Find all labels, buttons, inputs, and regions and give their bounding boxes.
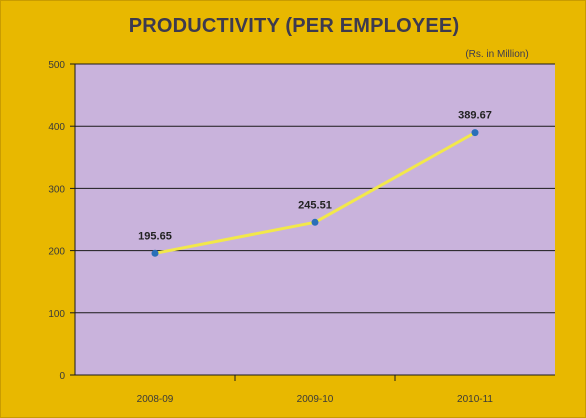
data-label: 245.51 (298, 199, 332, 211)
x-tick-label: 2008-09 (137, 394, 174, 405)
data-point (151, 249, 159, 257)
gridlines (75, 63, 555, 376)
y-tick-label: 500 (48, 60, 65, 71)
data-point (471, 129, 479, 137)
x-tick-label: 2010-11 (457, 394, 493, 405)
series-line (151, 129, 479, 257)
y-tick-label: 200 (48, 247, 65, 258)
data-labels: 195.65 245.51 389.67 (138, 110, 492, 243)
y-tick-label: 100 (48, 309, 65, 320)
data-label: 195.65 (138, 230, 172, 242)
y-tick-label: 300 (48, 184, 65, 195)
chart-subtitle: (Rs. in Million) (465, 49, 529, 60)
data-point (311, 218, 319, 226)
y-tick-label: 400 (48, 122, 65, 133)
data-label: 389.67 (458, 110, 492, 122)
x-tick-label: 2009-10 (297, 394, 334, 405)
x-axis: 2008-09 2009-10 2010-11 (137, 375, 493, 405)
chart-title: PRODUCTIVITY (PER EMPLOYEE) (128, 15, 460, 37)
y-tick-label: 0 (59, 371, 65, 382)
y-axis: 0 100 200 300 400 500 (48, 60, 76, 382)
